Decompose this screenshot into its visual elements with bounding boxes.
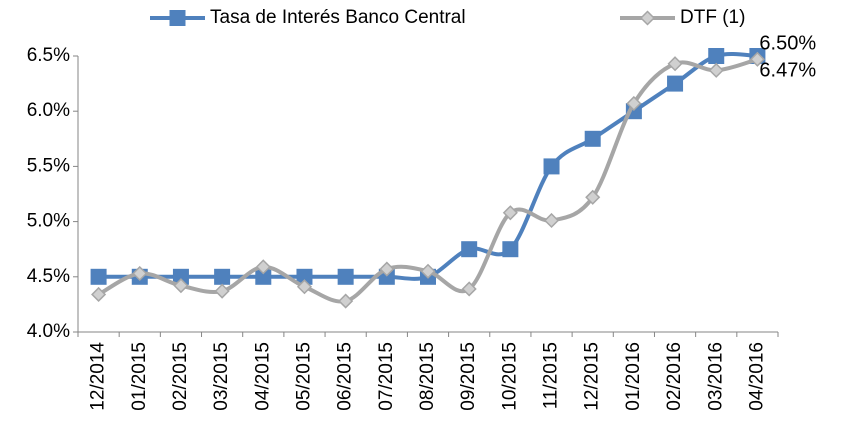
x-tick-label: 11/2015 [541,342,562,409]
marker [639,10,656,26]
marker [585,189,601,205]
marker [749,51,765,67]
y-tick-label: 5.0% [27,211,70,232]
x-tick-label: 02/2016 [664,342,685,411]
x-tick-label: 12/2015 [582,342,603,411]
marker [379,261,395,277]
x-tick-label: 03/2016 [705,342,726,411]
marker [584,130,601,147]
marker [169,10,186,26]
x-tick-label: 01/2015 [129,342,150,411]
x-tick-label: 02/2015 [170,342,191,411]
x-tick-label: 04/2016 [746,342,767,411]
marker [461,241,478,258]
y-tick-label: 5.5% [27,155,70,176]
series-line [98,51,758,281]
marker [255,268,272,285]
x-tick-label: 01/2016 [623,342,644,411]
legend-label: Tasa de Interés Banco Central [210,7,466,28]
x-tick-label: 09/2015 [458,342,479,411]
x-tick-label: 04/2015 [252,342,273,411]
marker [214,283,230,299]
data-label: 6.47% [759,60,816,82]
marker [255,259,271,275]
series-line [97,57,758,304]
marker [626,95,642,112]
marker [420,263,436,279]
y-tick-label: 6.5% [27,45,70,66]
x-tick-label: 03/2015 [211,342,232,411]
marker [90,268,107,285]
marker [543,158,560,175]
legend-label: DTF (1) [680,7,745,28]
y-tick-label: 4.0% [27,321,70,342]
x-tick-label: 12/2014 [88,342,109,411]
x-tick-label: 10/2015 [499,342,520,411]
marker [708,48,725,64]
marker [173,278,189,294]
data-label: 6.50% [759,32,816,54]
marker [172,268,189,285]
marker [667,56,683,72]
y-tick-label: 4.5% [27,266,70,287]
marker [708,62,724,78]
marker [296,268,313,285]
marker [667,75,684,92]
x-tick-label: 06/2015 [335,342,356,411]
y-tick-label: 6.0% [27,100,70,121]
series [91,51,765,309]
marker [502,205,518,221]
marker [214,268,231,285]
marker [296,279,313,295]
marker [338,293,354,309]
marker [91,286,107,303]
marker [502,241,519,258]
x-tick-label: 07/2015 [376,342,397,411]
marker [132,265,148,282]
marker [461,281,477,297]
x-tick-label: 05/2015 [293,342,314,411]
marker [337,268,354,285]
marker [543,212,560,229]
x-tick-label: 08/2015 [417,342,438,411]
series [90,48,766,285]
